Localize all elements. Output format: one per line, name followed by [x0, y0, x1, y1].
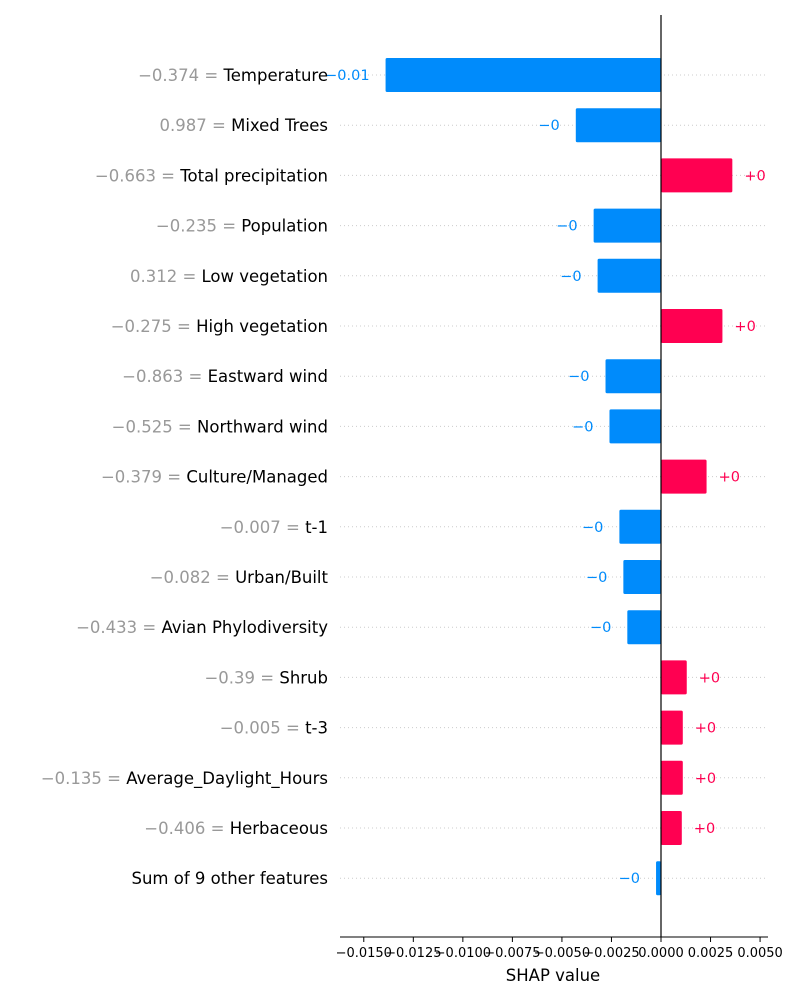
bar	[385, 58, 661, 92]
feature-name: Total precipitation	[179, 166, 328, 185]
feature-label: −0.374 = Temperature	[138, 66, 328, 85]
feature-name: Herbaceous	[230, 819, 328, 838]
bar-value-label: −0	[586, 570, 607, 586]
x-tick-label: −0.0025	[583, 946, 639, 961]
x-axis: −0.0150−0.0125−0.0100−0.0075−0.0050−0.00…	[336, 936, 783, 961]
feature-value: 0.312 =	[130, 267, 202, 286]
x-axis-title: SHAP value	[506, 966, 600, 985]
bar-value-label: −0	[619, 871, 640, 887]
feature-label: −0.663 = Total precipitation	[95, 166, 328, 185]
feature-value: −0.663 =	[95, 166, 180, 185]
feature-label: Sum of 9 other features	[131, 869, 328, 888]
feature-label: −0.235 = Population	[156, 217, 328, 236]
bar-value-label: −0	[582, 520, 603, 536]
x-tick-label: −0.0125	[385, 946, 441, 961]
feature-value: −0.374 =	[138, 66, 223, 85]
bar	[619, 509, 661, 544]
feature-label: −0.082 = Urban/Built	[150, 568, 329, 587]
bar	[661, 459, 707, 494]
data-labels: −0.01 −0 +0 −0 −0 +0 −0 −0 +0 −0 −0 −0 +0 +0 +0 +0 −0	[325, 68, 766, 887]
x-tick-label: 0.0050	[737, 946, 783, 961]
feature-value: −0.39 =	[204, 668, 279, 687]
bar-value-label: +0	[694, 821, 715, 837]
x-tick-label: 0.0000	[638, 946, 684, 961]
bar	[661, 158, 733, 193]
bar-value-label: +0	[695, 771, 716, 787]
feature-label: 0.987 = Mixed Trees	[160, 116, 328, 135]
bars	[385, 58, 733, 896]
feature-name: t-3	[305, 719, 328, 738]
bar	[609, 409, 661, 444]
feature-value: −0.007 =	[220, 518, 305, 537]
x-tick-label: −0.0150	[336, 946, 392, 961]
bar	[627, 610, 661, 645]
feature-name: Temperature	[222, 66, 328, 85]
feature-label: −0.39 = Shrub	[204, 668, 328, 687]
feature-name: High vegetation	[196, 317, 328, 336]
feature-label: −0.863 = Eastward wind	[122, 367, 328, 386]
feature-name: t-1	[305, 518, 328, 537]
feature-value: −0.235 =	[156, 217, 241, 236]
feature-label: −0.005 = t-3	[220, 719, 328, 738]
bar-value-label: −0	[538, 118, 559, 134]
feature-label: −0.433 = Avian Phylodiversity	[76, 618, 328, 637]
feature-name: Sum of 9 other features	[131, 869, 328, 888]
bar-value-label: +0	[734, 319, 755, 335]
feature-value: 0.987 =	[160, 116, 232, 135]
feature-name: Avian Phylodiversity	[161, 618, 328, 637]
feature-label: −0.406 = Herbaceous	[144, 819, 328, 838]
x-tick-label: −0.0050	[534, 946, 590, 961]
feature-value: −0.005 =	[220, 719, 305, 738]
feature-labels: −0.374 = Temperature 0.987 = Mixed Trees −…	[41, 66, 329, 888]
feature-name: Shrub	[279, 668, 328, 687]
feature-name: Population	[241, 217, 328, 236]
bar	[661, 710, 683, 745]
bar	[661, 660, 687, 695]
feature-name: Average_Daylight_Hours	[126, 769, 328, 789]
feature-label: −0.525 = Northward wind	[112, 417, 328, 436]
bar-value-label: +0	[695, 721, 716, 737]
feature-value: −0.406 =	[144, 819, 229, 838]
bar-value-label: +0	[719, 470, 740, 486]
bar-value-label: −0	[568, 369, 589, 385]
feature-value: −0.379 =	[101, 468, 186, 487]
bar	[575, 108, 661, 143]
feature-value: −0.135 =	[41, 769, 126, 788]
feature-value: −0.433 =	[76, 618, 161, 637]
bar	[605, 359, 661, 394]
bar-value-label: −0	[590, 620, 611, 636]
feature-name: Northward wind	[197, 417, 328, 436]
feature-value: −0.082 =	[150, 568, 235, 587]
bar-value-label: −0.01	[325, 68, 369, 84]
feature-label: −0.007 = t-1	[220, 518, 328, 537]
feature-value: −0.275 =	[111, 317, 196, 336]
x-tick-label: 0.0025	[688, 946, 734, 961]
bar-value-label: −0	[560, 269, 581, 285]
bar	[623, 560, 661, 594]
feature-label: −0.135 = Average_Daylight_Hours	[41, 769, 328, 789]
feature-label: −0.275 = High vegetation	[111, 317, 328, 336]
x-tick-label: −0.0075	[484, 946, 540, 961]
x-tick-label: −0.0100	[435, 946, 491, 961]
feature-label: 0.312 = Low vegetation	[130, 267, 328, 286]
feature-name: Mixed Trees	[231, 116, 328, 135]
bar-value-label: +0	[744, 168, 765, 184]
bar	[661, 760, 683, 795]
feature-name: Low vegetation	[202, 267, 328, 286]
bar-value-label: −0	[556, 219, 577, 235]
bar	[593, 208, 661, 243]
feature-value: −0.525 =	[112, 417, 197, 436]
bar	[597, 258, 661, 293]
feature-name: Urban/Built	[235, 568, 328, 587]
bar	[661, 309, 723, 343]
bar-value-label: −0	[572, 419, 593, 435]
bar-value-label: +0	[699, 670, 720, 686]
feature-name: Eastward wind	[208, 367, 328, 386]
bar	[656, 861, 661, 896]
feature-label: −0.379 = Culture/Managed	[101, 468, 328, 487]
feature-name: Culture/Managed	[186, 468, 328, 487]
bar	[661, 811, 682, 845]
feature-value: −0.863 =	[122, 367, 207, 386]
